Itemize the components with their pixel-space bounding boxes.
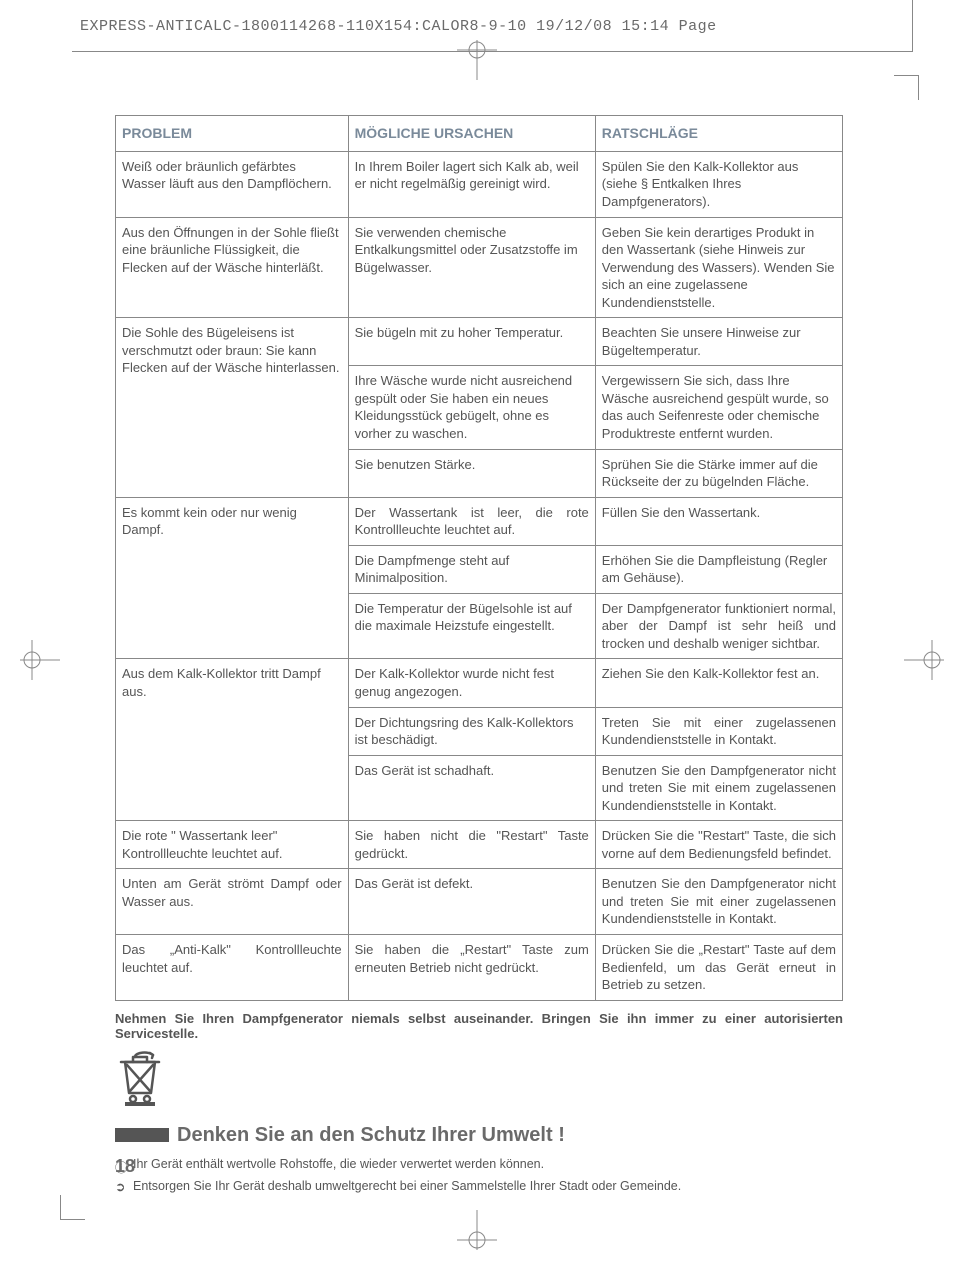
advice-cell: Spülen Sie den Kalk-Kollektor aus (siehe… [595, 151, 842, 217]
env-list: ⓘIhr Gerät enthält wertvolle Rohstoffe, … [115, 1157, 843, 1193]
env-title: Denken Sie an den Schutz Ihrer Umwelt ! [177, 1124, 565, 1147]
registration-mark-bottom [457, 1210, 497, 1255]
advice-cell: Erhöhen Sie die Dampfleistung (Regler am… [595, 545, 842, 593]
table-row: Unten am Gerät strömt Dampf oder Wasser … [116, 869, 843, 935]
advice-cell: Der Dampfgenerator funktioniert normal, … [595, 593, 842, 659]
table-row: Die rote " Wassertank leer" Kontrollleuc… [116, 821, 843, 869]
table-row: Es kommt kein oder nur wenig Dampf.Der W… [116, 497, 843, 545]
advice-cell: Ziehen Sie den Kalk-Kollektor fest an. [595, 659, 842, 707]
cause-cell: Der Wassertank ist leer, die rote Kontro… [348, 497, 595, 545]
heading-bar [115, 1128, 169, 1142]
th-problem: PROBLEM [116, 116, 349, 152]
page-number: 18 [115, 1156, 135, 1177]
problem-cell: Aus den Öffnungen in der Sohle fließt ei… [116, 217, 349, 318]
cause-cell: Die Dampfmenge steht auf Minimalposition… [348, 545, 595, 593]
th-advice: RATSCHLÄGE [595, 116, 842, 152]
cause-cell: Sie haben die „Restart" Taste zum erneut… [348, 935, 595, 1001]
cause-cell: Das Gerät ist schadhaft. [348, 755, 595, 821]
cause-cell: Sie verwenden chemische Entkalkungsmitte… [348, 217, 595, 318]
page-content: PROBLEM MÖGLICHE URSACHEN RATSCHLÄGE Wei… [115, 115, 843, 1201]
advice-cell: Drücken Sie die „Restart" Taste auf dem … [595, 935, 842, 1001]
table-row: Aus den Öffnungen in der Sohle fließt ei… [116, 217, 843, 318]
print-header: EXPRESS-ANTICALC-1800114268-110X154:CALO… [80, 18, 717, 35]
cause-cell: Sie haben nicht die "Restart" Taste gedr… [348, 821, 595, 869]
list-item: ➲ Entsorgen Sie Ihr Gerät deshalb umweltg… [115, 1179, 843, 1193]
advice-cell: Drücken Sie die "Restart" Taste, die sic… [595, 821, 842, 869]
th-cause: MÖGLICHE URSACHEN [348, 116, 595, 152]
problem-cell: Aus dem Kalk-Kollektor tritt Dampf aus. [116, 659, 349, 821]
table-row: Aus dem Kalk-Kollektor tritt Dampf aus.D… [116, 659, 843, 707]
advice-cell: Sprühen Sie die Stärke immer auf die Rüc… [595, 449, 842, 497]
list-item-text: Entsorgen Sie Ihr Gerät deshalb umweltge… [133, 1179, 681, 1193]
cause-cell: Der Kalk-Kollektor wurde nicht fest genu… [348, 659, 595, 707]
problem-cell: Es kommt kein oder nur wenig Dampf. [116, 497, 349, 659]
problem-cell: Unten am Gerät strömt Dampf oder Wasser … [116, 869, 349, 935]
troubleshooting-table: PROBLEM MÖGLICHE URSACHEN RATSCHLÄGE Wei… [115, 115, 843, 1001]
list-item: ⓘIhr Gerät enthält wertvolle Rohstoffe, … [115, 1157, 843, 1171]
problem-cell: Weiß oder bräunlich gefärbtes Wasser läu… [116, 151, 349, 217]
cause-cell: Der Dichtungsring des Kalk-Kollektors is… [348, 707, 595, 755]
cause-cell: Sie bügeln mit zu hoher Temperatur. [348, 318, 595, 366]
advice-cell: Geben Sie kein derartiges Produkt in den… [595, 217, 842, 318]
cause-cell: In Ihrem Boiler lagert sich Kalk ab, wei… [348, 151, 595, 217]
cause-cell: Das Gerät ist defekt. [348, 869, 595, 935]
registration-mark-left [20, 640, 60, 685]
registration-mark-right [904, 640, 944, 685]
advice-cell: Vergewissern Sie sich, dass Ihre Wäsche … [595, 366, 842, 449]
table-row: Weiß oder bräunlich gefärbtes Wasser läu… [116, 151, 843, 217]
problem-cell: Das „Anti-Kalk" Kontrollleuchte leuchtet… [116, 935, 349, 1001]
list-item-text: Ihr Gerät enthält wertvolle Rohstoffe, d… [133, 1157, 544, 1171]
advice-cell: Benutzen Sie den Dampfgenerator nicht un… [595, 869, 842, 935]
advice-cell: Beachten Sie unsere Hinweise zur Bügelte… [595, 318, 842, 366]
crop-corner-bl [60, 1195, 85, 1220]
advice-cell: Benutzen Sie den Dampfgenerator nicht un… [595, 755, 842, 821]
warning-note: Nehmen Sie Ihren Dampfgenerator niemals … [115, 1011, 843, 1041]
bullet-icon: ➲ [115, 1179, 125, 1194]
advice-cell: Füllen Sie den Wassertank. [595, 497, 842, 545]
cause-cell: Ihre Wäsche wurde nicht ausreichend gesp… [348, 366, 595, 449]
crop-corner-tr [894, 75, 919, 100]
problem-cell: Die Sohle des Bügeleisens ist verschmutz… [116, 318, 349, 497]
advice-cell: Treten Sie mit einer zugelassenen Kunden… [595, 707, 842, 755]
weee-icon [115, 1049, 165, 1107]
table-row: Das „Anti-Kalk" Kontrollleuchte leuchtet… [116, 935, 843, 1001]
problem-cell: Die rote " Wassertank leer" Kontrollleuc… [116, 821, 349, 869]
env-heading: Denken Sie an den Schutz Ihrer Umwelt ! [115, 1124, 843, 1147]
table-row: Die Sohle des Bügeleisens ist verschmutz… [116, 318, 843, 366]
cause-cell: Die Temperatur der Bügelsohle ist auf di… [348, 593, 595, 659]
registration-mark-top [457, 40, 497, 85]
cause-cell: Sie benutzen Stärke. [348, 449, 595, 497]
